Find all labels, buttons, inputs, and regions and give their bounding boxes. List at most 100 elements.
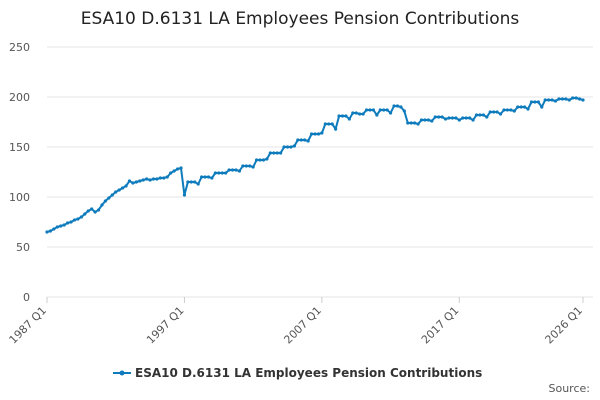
point <box>272 151 276 155</box>
point <box>316 132 321 136</box>
point <box>516 105 520 109</box>
point <box>244 164 248 168</box>
point <box>392 104 396 108</box>
point <box>560 97 564 101</box>
point <box>481 113 485 117</box>
point <box>368 108 372 112</box>
point <box>364 108 369 112</box>
point <box>320 131 324 135</box>
point <box>416 122 420 126</box>
point <box>519 105 523 109</box>
y-tick-label: 50 <box>16 241 30 254</box>
point <box>564 97 568 101</box>
y-tick-label: 100 <box>9 191 30 204</box>
point <box>196 182 200 186</box>
point <box>258 158 262 162</box>
legend-label: ESA10 D.6131 LA Employees Pension Contri… <box>135 366 482 380</box>
point <box>509 108 513 112</box>
point <box>296 138 300 142</box>
point <box>155 177 159 181</box>
point <box>375 113 379 117</box>
point <box>96 208 101 212</box>
point <box>114 190 118 194</box>
point <box>279 151 283 155</box>
point <box>426 118 430 122</box>
point <box>303 138 307 142</box>
point <box>382 108 386 112</box>
point <box>581 98 585 102</box>
point <box>69 220 73 224</box>
point <box>443 117 448 121</box>
point <box>72 218 77 222</box>
point <box>433 115 437 119</box>
point <box>502 108 506 112</box>
point <box>134 180 138 184</box>
point <box>337 114 341 118</box>
point <box>461 116 465 120</box>
point <box>127 179 132 183</box>
point <box>55 225 59 229</box>
point <box>447 116 451 120</box>
point <box>419 118 424 122</box>
point <box>289 145 293 149</box>
point <box>571 96 575 100</box>
point <box>179 166 183 170</box>
point <box>66 221 70 225</box>
point <box>299 138 303 142</box>
point <box>577 97 582 101</box>
point <box>330 122 334 126</box>
x-tick-label: 2007 Q1 <box>281 304 324 347</box>
point <box>59 224 63 228</box>
point <box>86 209 90 213</box>
point <box>162 176 166 180</box>
point <box>344 114 348 118</box>
x-tick-label: 2017 Q1 <box>419 304 462 347</box>
point <box>124 184 128 188</box>
y-tick-label: 250 <box>9 41 30 54</box>
point <box>526 107 530 111</box>
x-tick-label: 1987 Q1 <box>7 304 50 347</box>
chart-title: ESA10 D.6131 LA Employees Pension Contri… <box>81 9 520 29</box>
point <box>90 207 94 211</box>
point <box>131 181 135 185</box>
y-tick-label: 200 <box>9 91 30 104</box>
point <box>553 99 558 103</box>
point <box>234 168 238 172</box>
point <box>189 180 193 184</box>
point <box>138 179 142 183</box>
point <box>340 114 345 118</box>
point <box>306 139 310 143</box>
point <box>358 112 362 116</box>
x-tick-label: 1997 Q1 <box>144 304 187 347</box>
point <box>498 112 503 116</box>
point <box>485 115 489 119</box>
point <box>79 215 83 219</box>
point <box>522 105 527 109</box>
point <box>440 115 444 119</box>
point <box>550 98 554 102</box>
point <box>557 97 561 101</box>
point <box>540 105 544 109</box>
point <box>567 98 571 102</box>
point <box>395 104 400 108</box>
point <box>145 177 149 181</box>
point <box>93 210 97 214</box>
point <box>148 178 152 182</box>
point <box>254 158 259 162</box>
point <box>172 169 176 173</box>
point <box>430 119 434 123</box>
point <box>450 116 455 120</box>
point <box>110 193 114 197</box>
point <box>151 177 156 181</box>
point <box>351 111 355 115</box>
point <box>217 171 221 175</box>
point <box>399 105 403 109</box>
point <box>169 171 173 175</box>
point <box>237 169 242 173</box>
y-tick-label: 150 <box>9 141 30 154</box>
point <box>354 111 358 115</box>
point <box>488 110 492 114</box>
point <box>474 113 479 117</box>
point <box>547 98 551 102</box>
